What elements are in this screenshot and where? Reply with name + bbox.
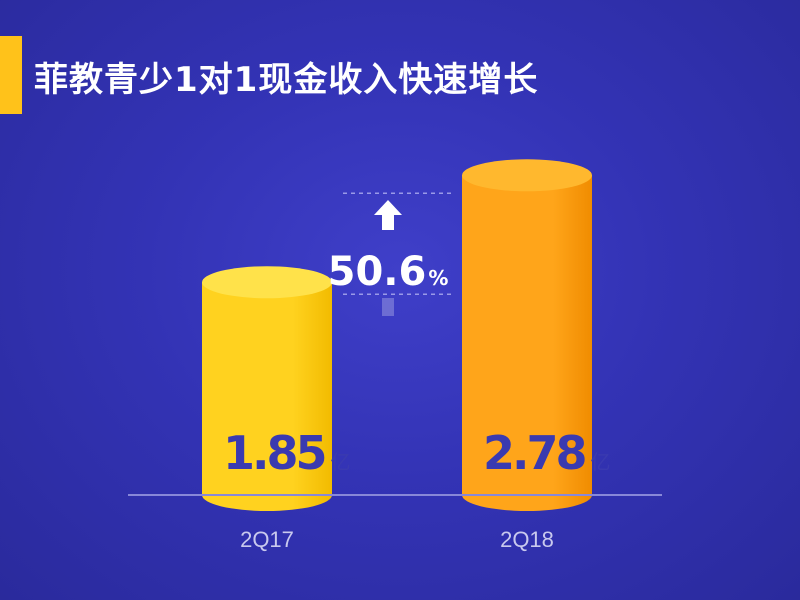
category-label: 2Q18 [500,527,554,552]
arrow-stem-fade [382,298,394,316]
growth-unit: % [428,266,448,290]
page-title: 菲教青少1对1现金收入快速增长 [34,60,539,100]
category-label: 2Q17 [240,527,294,552]
value-label: 1.85 亿 [223,426,351,480]
growth-label: 50.6% [328,249,449,295]
bar-2q18 [462,175,592,512]
value-number: 2.78 [483,426,585,480]
value-label: 2.78 亿 [483,426,611,480]
title-accent-bar [0,36,22,114]
value-unit: 亿 [331,450,351,474]
value-unit: 亿 [591,450,611,474]
growth-annotation: 50.6% [328,192,455,316]
bar-top-2q17 [202,266,332,299]
growth-value: 50.6 [328,249,427,295]
bar-2q17 [202,282,332,511]
bar-top-2q18 [462,159,592,192]
up-arrow-icon [374,200,402,230]
bars-layer [202,159,592,512]
value-number: 1.85 [223,426,325,480]
